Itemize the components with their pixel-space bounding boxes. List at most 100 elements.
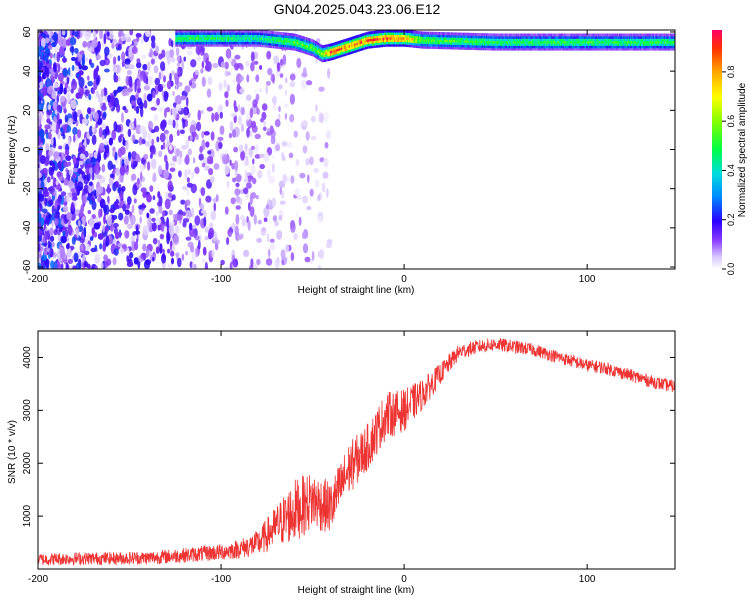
heatmap-cell	[63, 204, 69, 213]
heatmap-band-cell	[218, 41, 220, 45]
heatmap-band-cell	[416, 31, 419, 34]
heatmap-cell	[106, 183, 111, 195]
heatmap-cell	[143, 85, 151, 91]
heatmap-cell	[56, 171, 62, 178]
heatmap-band-cell	[594, 40, 597, 44]
heatmap-band-cell	[490, 33, 492, 37]
heatmap-band-cell	[583, 33, 586, 37]
heatmap-band-cell	[277, 43, 279, 47]
heatmap-cell	[182, 218, 190, 223]
heatmap-cell	[270, 73, 275, 82]
heatmap-cell	[272, 215, 278, 222]
heatmap-band-cell	[213, 30, 216, 33]
heatmap-cell	[247, 178, 252, 183]
heatmap-band-cell	[236, 30, 239, 33]
heatmap-band-cell	[544, 42, 546, 46]
heatmap-band-cell	[376, 44, 378, 48]
heatmap-band-cell	[563, 38, 565, 42]
heatmap-cell	[155, 246, 160, 254]
heatmap-band-cell	[480, 35, 482, 39]
heatmap-band-cell	[335, 46, 337, 50]
heatmap-band-cell	[267, 30, 269, 34]
heatmap-band-cell	[188, 41, 190, 45]
heatmap-band-cell	[245, 36, 247, 40]
heatmap-band-cell	[212, 43, 214, 47]
heatmap-band-cell	[251, 39, 253, 42]
heatmap-cell	[44, 197, 48, 207]
heatmap-band-cell	[543, 45, 545, 49]
heatmap-band-cell	[266, 42, 268, 46]
heatmap-band-cell	[286, 46, 288, 50]
heatmap-band-cell	[231, 39, 233, 42]
heatmap-band-cell	[351, 41, 353, 45]
heatmap-band-cell	[274, 40, 276, 44]
heatmap-cell	[184, 168, 188, 179]
heatmap-band-cell	[352, 43, 354, 47]
heatmap-band-cell	[593, 47, 596, 51]
heatmap-band-cell	[605, 40, 608, 44]
heatmap-band-cell	[220, 43, 222, 47]
heatmap-cell	[207, 156, 214, 163]
heatmap-band-cell	[490, 47, 492, 51]
heatmap-band-cell	[342, 49, 344, 53]
heatmap-cell	[74, 65, 80, 72]
heatmap-cell	[152, 90, 156, 99]
heatmap-band-cell	[456, 32, 458, 36]
heatmap-cell	[59, 249, 66, 260]
heatmap-band-cell	[422, 31, 424, 35]
heatmap-band-cell	[297, 43, 299, 47]
heatmap-cell	[59, 83, 64, 95]
heatmap-band-cell	[608, 40, 610, 44]
heatmap-cell	[119, 165, 126, 176]
heatmap-band-cell	[414, 33, 417, 37]
heatmap-band-cell	[452, 41, 454, 45]
heatmap-cell	[38, 59, 41, 67]
heatmap-band-cell	[185, 30, 187, 33]
heatmap-band-cell	[464, 32, 466, 36]
heatmap-cell	[173, 108, 177, 119]
heatmap-band-cell	[357, 46, 359, 50]
heatmap-band-cell	[206, 39, 208, 42]
heatmap-band-cell	[308, 42, 310, 46]
heatmap-band-cell	[408, 37, 410, 41]
heatmap-band-cell	[527, 40, 530, 44]
heatmap-band-cell	[389, 32, 391, 35]
heatmap-band-cell	[384, 36, 386, 40]
heatmap-band-cell	[469, 35, 471, 39]
heatmap-cell	[69, 46, 75, 53]
heatmap-band-cell	[195, 34, 197, 38]
heatmap-band-cell	[477, 44, 479, 48]
heatmap-cell	[160, 61, 166, 71]
heatmap-band-cell	[365, 34, 367, 38]
heatmap-cell	[112, 222, 119, 229]
heatmap-cell	[65, 39, 70, 46]
heatmap-band-cell	[327, 51, 330, 54]
heatmap-band-cell	[478, 40, 480, 44]
heatmap-band-cell	[344, 50, 346, 54]
heatmap-band-cell	[264, 32, 266, 36]
heatmap-cell	[91, 200, 97, 211]
heatmap-band-cell	[342, 51, 344, 55]
heatmap-band-cell	[465, 35, 467, 39]
heatmap-band-cell	[477, 40, 479, 44]
heatmap-band-cell	[196, 32, 198, 35]
heatmap-cell	[38, 96, 42, 105]
heatmap-band-cell	[315, 50, 318, 54]
heatmap-band-cell	[185, 43, 187, 47]
heatmap-cell	[214, 111, 220, 122]
heatmap-band-cell	[267, 37, 269, 41]
heatmap-cell	[66, 243, 70, 250]
heatmap-band-cell	[413, 35, 415, 39]
heatmap-band-cell	[511, 42, 513, 46]
heatmap-band-cell	[490, 38, 492, 42]
heatmap-band-cell	[418, 33, 420, 37]
heatmap-cell	[68, 136, 71, 148]
heatmap-cell	[105, 226, 110, 232]
heatmap-band-cell	[604, 35, 607, 39]
heatmap-cell	[113, 181, 120, 188]
heatmap-band-cell	[390, 30, 392, 33]
heatmap-band-cell	[229, 30, 231, 33]
heatmap-band-cell	[427, 34, 430, 38]
heatmap-band-cell	[337, 52, 340, 56]
